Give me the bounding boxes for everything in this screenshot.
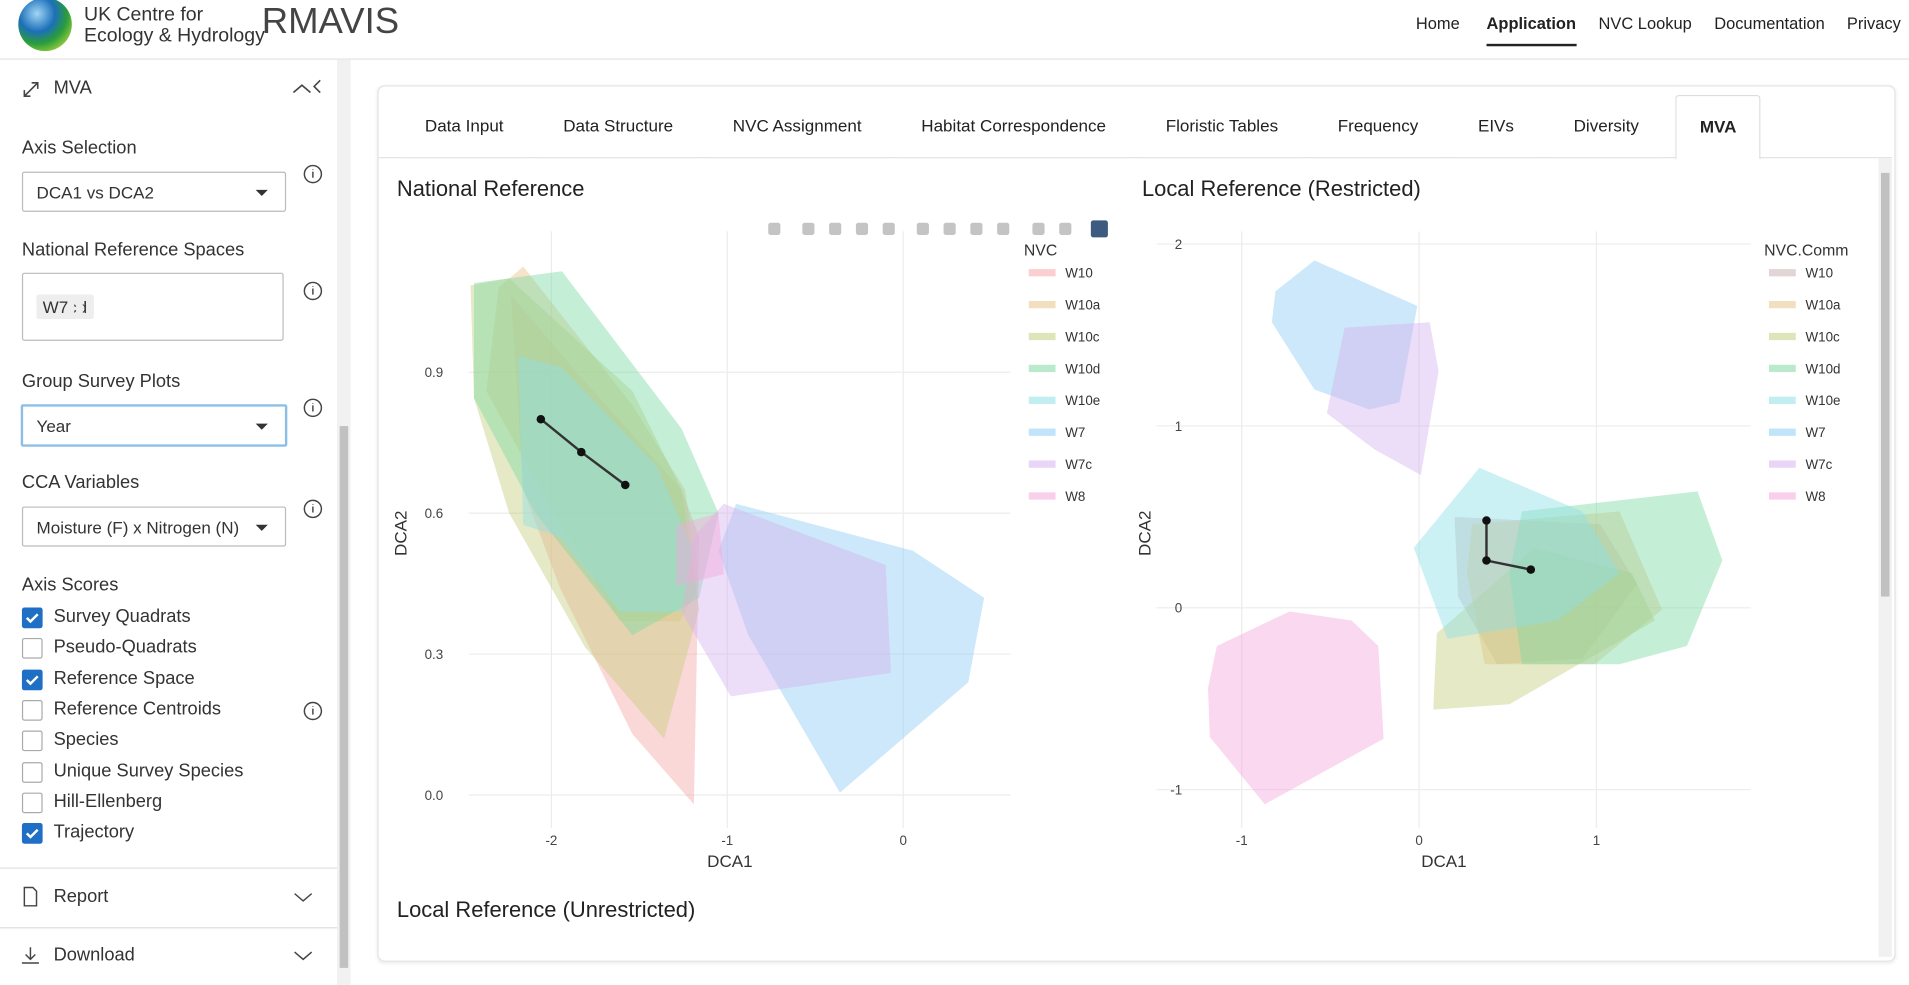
checkbox-label[interactable]: Reference Space	[53, 667, 195, 689]
field-label: Axis Scores	[21, 574, 119, 596]
checkbox-label[interactable]: Hill-Ellenberg	[53, 791, 163, 812]
info-icon[interactable]	[303, 701, 323, 721]
checkbox[interactable]	[21, 823, 43, 844]
tab-border	[378, 157, 1892, 159]
checkbox[interactable]	[21, 638, 43, 660]
checkbox-label[interactable]: Trajectory	[53, 821, 135, 843]
checkbox-label[interactable]: Species	[53, 729, 119, 751]
panel-title[interactable]: Download	[53, 944, 135, 966]
tab[interactable]: EIVs	[1454, 95, 1538, 159]
tab[interactable]: NVC Assignment	[709, 95, 885, 159]
nav-link[interactable]: Application	[1486, 15, 1577, 47]
expand-icon[interactable]	[19, 78, 43, 102]
app-title: RMAVIS	[261, 1, 400, 42]
field-label: Axis Selection	[21, 137, 137, 159]
select-value: Year	[36, 415, 71, 436]
panel-title[interactable]: Report	[53, 886, 109, 908]
select-value: Moisture (F) x Nitrogen (N)	[36, 516, 240, 537]
checkbox-label[interactable]: Survey Quadrats	[53, 606, 191, 627]
select[interactable]: Year	[20, 404, 288, 447]
checkbox-label[interactable]: Pseudo-Quadrats	[53, 637, 197, 658]
select[interactable]: DCA1 vs DCA2	[21, 171, 287, 212]
nav-link[interactable]: Privacy	[1846, 14, 1901, 33]
checkbox[interactable]	[21, 792, 43, 814]
chevron[interactable]	[294, 893, 313, 961]
checkbox[interactable]	[21, 761, 43, 783]
tab[interactable]: MVA	[1675, 94, 1761, 160]
info-icon[interactable]	[303, 164, 323, 184]
tab-bar: Data Input Data Structure NVC Assignment Ha…	[401, 94, 1761, 160]
scrollbar-thumb[interactable]	[1880, 172, 1890, 597]
checkbox[interactable]	[21, 699, 43, 721]
sidebar-icons	[0, 164, 338, 964]
tab[interactable]: Diversity	[1550, 95, 1663, 159]
checkbox-label[interactable]: Unique Survey Species	[53, 760, 244, 782]
info-icon[interactable]	[303, 281, 323, 301]
tab[interactable]: Floristic Tables	[1142, 95, 1302, 159]
field-label: Group Survey Plots	[21, 371, 181, 393]
download-icon	[21, 947, 39, 964]
tag[interactable]: W7	[36, 294, 75, 319]
tab[interactable]: Data Structure	[540, 95, 697, 159]
org-name: Ecology & Hydrology	[84, 25, 265, 47]
header	[0, 0, 1909, 60]
field-label: National Reference Spaces	[21, 239, 245, 261]
info-icon[interactable]	[303, 398, 323, 418]
tab[interactable]: Data Input	[401, 95, 527, 159]
tab[interactable]: Frequency	[1314, 95, 1442, 159]
field-label: CCA Variables	[21, 472, 140, 494]
section-title[interactable]: MVA	[53, 77, 92, 99]
nav-link[interactable]: Documentation	[1714, 14, 1825, 33]
logo	[18, 0, 72, 52]
checkbox[interactable]	[21, 607, 43, 629]
checkbox-label[interactable]: Reference Centroids	[53, 698, 222, 720]
scrollbar-thumb[interactable]	[339, 426, 349, 968]
nav-link[interactable]: NVC Lookup	[1598, 14, 1692, 33]
section-title: Local Reference (Unrestricted)	[396, 897, 696, 922]
org-name: UK Centre for	[84, 4, 204, 26]
collapse-icon[interactable]	[290, 75, 327, 99]
nav-link[interactable]: Home	[1415, 14, 1460, 33]
card	[377, 85, 1896, 962]
multi-select[interactable]: W10W10aW10cW10eW10dW8W7cW7	[21, 272, 284, 341]
tab[interactable]: Habitat Correspondence	[898, 95, 1130, 159]
select-value: DCA1 vs DCA2	[36, 182, 154, 202]
pdf-icon	[23, 886, 38, 907]
checkbox[interactable]	[21, 669, 43, 690]
checkbox[interactable]	[21, 730, 43, 752]
select[interactable]: Moisture (F) x Nitrogen (N)	[21, 506, 287, 547]
info-icon[interactable]	[303, 499, 323, 519]
